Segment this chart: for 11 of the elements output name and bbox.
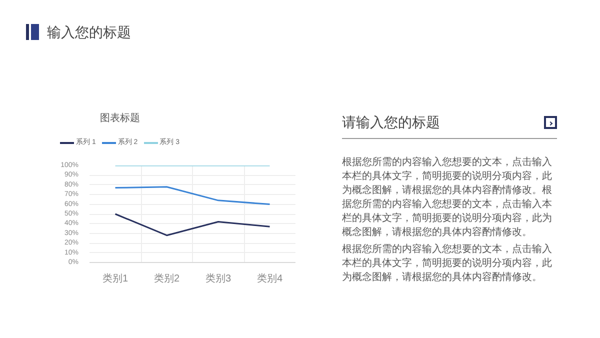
x-tick-label: 类别3 [205,272,232,284]
text: 根据您所需的内容输入您想要的文本，点击输入本栏的具体文字，简明扼要的说明分项内容，此为概念图解，请根据您的具体内容酌情修改。根据您所需的内容输入您想要的文本，点击输入本栏的具体文字，简明扼要的说明分项内容，此为概念图解，请根据您的具体内容酌情修改。 [342,156,553,240]
chart-title: 图表标题 [98,112,141,126]
text: 输入您的标题 [47,23,131,42]
line-series [114,213,270,236]
x-tick-label: 类别2 [154,272,180,284]
text: 根据您所需的内容输入您想要的文本，点击输入本栏的具体文字，简明扼要的说明分项内容，此为概念图解，请根据您的具体内容酌情修改。 [342,243,553,285]
x-tick-label: 类别4 [256,272,283,284]
line-series [114,186,270,206]
x-tick-label: 类别1 [102,272,128,284]
text: 请输入您的标题 [342,113,440,132]
